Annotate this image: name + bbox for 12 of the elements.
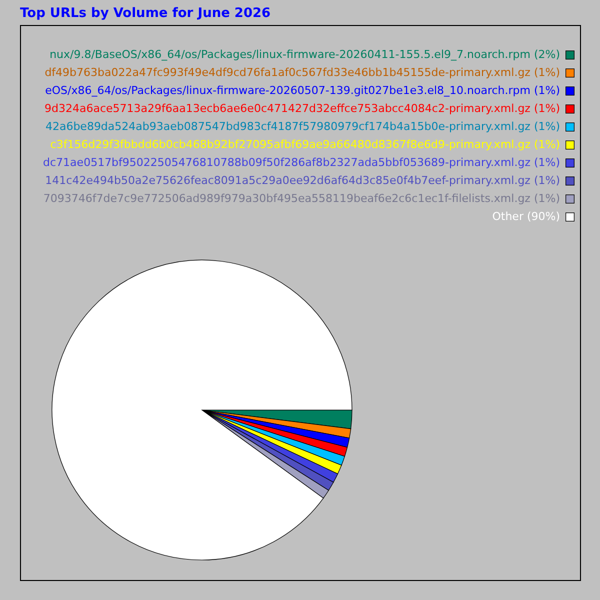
legend-label: 7093746f7de7c9e772506ad989f979a30bf495ea558119beaf6e2c6c1ec1f-filelists.xml.gz (1%)	[43, 192, 560, 205]
legend-label: Other (90%)	[492, 210, 560, 223]
legend-label: df49b763ba022a47fc993f49e4df9cd76fa1af0c567fd33e46bb1b45155de-primary.xml.gz (1%)	[44, 66, 560, 79]
legend-label: 42a6be89da524ab93aeb087547bd983cf4187f57980979cf174b4a15b0e-primary.xml.gz (1%)	[45, 120, 560, 133]
legend-label: c3f156d29f3fbbdd6b0cb468b92bf27095afbf69ae9a66480d8367f8e6d9-primary.xml.gz (1%)	[50, 138, 560, 151]
chart-title: Top URLs by Volume for June 2026	[20, 6, 271, 21]
pie-slice	[52, 260, 352, 560]
legend-label: eOS/x86_64/os/Packages/linux-firmware-20260507-139.git027be1e3.el8_10.noarch.rpm (1%)	[45, 84, 560, 97]
legend-label: nux/9.8/BaseOS/x86_64/os/Packages/linux-firmware-20260411-155.5.el9_7.noarch.rpm (2%)	[50, 48, 560, 61]
legend-label: dc71ae0517bf95022505476810788b09f50f286af8b2327ada5bbf053689-primary.xml.gz (1%)	[43, 156, 560, 169]
legend-label: 141c42e494b50a2e75626feac8091a5c29a0ee92d6af64d3c85e0f4b7eef-primary.xml.gz (1%)	[45, 174, 560, 187]
legend-label: 9d324a6ace5713a29f6aa13ecb6ae6e0c471427d32effce753abcc4084c2-primary.xml.gz (1%)	[44, 102, 560, 115]
